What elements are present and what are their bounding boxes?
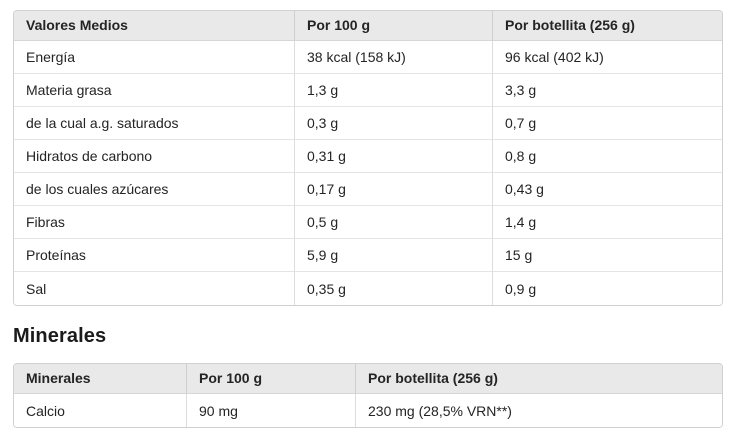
nutrient-name-cell: de la cual a.g. saturados [14,107,294,140]
per-bottle-cell: 0,7 g [492,107,722,140]
header-por-100g: Por 100 g [294,11,492,41]
minerals-table: Minerales Por 100 g Por botellita (256 g… [13,363,723,428]
per-100g-cell: 0,17 g [294,173,492,206]
table-row-proteinas: Proteínas 5,9 g 15 g [14,239,722,272]
per-bottle-cell: 1,4 g [492,206,722,239]
per-bottle-cell: 230 mg (28,5% VRN**) [355,394,722,427]
per-100g-cell: 0,3 g [294,107,492,140]
per-bottle-cell: 0,9 g [492,272,722,305]
mineral-name-cell: Calcio [14,394,186,427]
per-100g-cell: 0,31 g [294,140,492,173]
nutrient-name-cell: Hidratos de carbono [14,140,294,173]
nutrient-name-cell: Energía [14,41,294,74]
nutrition-table-header-row: Valores Medios Por 100 g Por botellita (… [14,11,722,41]
table-row-fibras: Fibras 0,5 g 1,4 g [14,206,722,239]
per-bottle-cell: 15 g [492,239,722,272]
table-row-azucares: de los cuales azúcares 0,17 g 0,43 g [14,173,722,206]
per-100g-cell: 0,35 g [294,272,492,305]
header-valores-medios: Valores Medios [14,11,294,41]
per-100g-cell: 38 kcal (158 kJ) [294,41,492,74]
header-por-botellita: Por botellita (256 g) [492,11,722,41]
table-row-materia-grasa: Materia grasa 1,3 g 3,3 g [14,74,722,107]
minerals-section-heading: Minerales [13,325,107,347]
table-row-hidratos: Hidratos de carbono 0,31 g 0,8 g [14,140,722,173]
table-row-calcio: Calcio 90 mg 230 mg (28,5% VRN**) [14,394,722,427]
header-por-botellita: Por botellita (256 g) [355,364,722,394]
per-bottle-cell: 3,3 g [492,74,722,107]
header-minerales: Minerales [14,364,186,394]
table-row-ag-saturados: de la cual a.g. saturados 0,3 g 0,7 g [14,107,722,140]
per-bottle-cell: 0,8 g [492,140,722,173]
table-row-sal: Sal 0,35 g 0,9 g [14,272,722,305]
nutrient-name-cell: Fibras [14,206,294,239]
page-content: Valores Medios Por 100 g Por botellita (… [13,10,723,428]
nutrient-name-cell: Proteínas [14,239,294,272]
per-100g-cell: 5,9 g [294,239,492,272]
per-bottle-cell: 0,43 g [492,173,722,206]
minerals-table-header-row: Minerales Por 100 g Por botellita (256 g… [14,364,722,394]
header-por-100g: Por 100 g [186,364,355,394]
nutrient-name-cell: Sal [14,272,294,305]
per-bottle-cell: 96 kcal (402 kJ) [492,41,722,74]
per-100g-cell: 90 mg [186,394,355,427]
nutrition-values-table: Valores Medios Por 100 g Por botellita (… [13,10,723,306]
per-100g-cell: 1,3 g [294,74,492,107]
per-100g-cell: 0,5 g [294,206,492,239]
table-row-energia: Energía 38 kcal (158 kJ) 96 kcal (402 kJ… [14,41,722,74]
nutrient-name-cell: de los cuales azúcares [14,173,294,206]
nutrient-name-cell: Materia grasa [14,74,294,107]
